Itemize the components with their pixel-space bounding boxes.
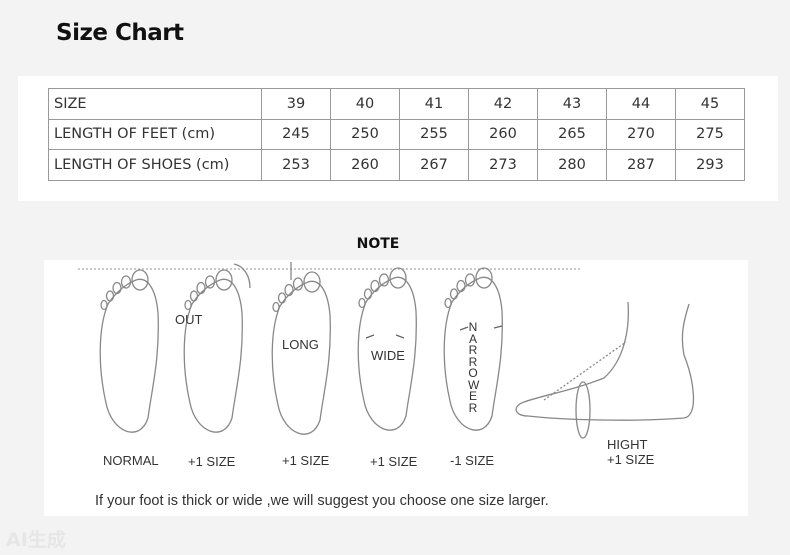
row-header: SIZE — [48, 88, 262, 120]
cell: 40 — [330, 88, 400, 120]
caption-out: +1 SIZE — [188, 454, 236, 469]
cell: 253 — [261, 149, 331, 181]
cell: 270 — [606, 118, 676, 150]
caption-hight-size: +1 SIZE — [607, 452, 655, 467]
page-title: Size Chart — [56, 20, 184, 46]
cell: 260 — [468, 118, 538, 150]
cell: 42 — [468, 88, 538, 120]
size-table: SIZE 39 40 41 42 43 44 45 LENGTH OF FEET (cm) 24… — [48, 88, 745, 181]
cell: 39 — [261, 88, 331, 120]
cell: 275 — [675, 118, 745, 150]
row-header: LENGTH OF FEET (cm) — [48, 118, 262, 150]
cell: 265 — [537, 118, 607, 150]
wide-arrows-icon — [365, 334, 405, 339]
foot-label-out: OUT — [175, 312, 203, 327]
cell: 273 — [468, 149, 538, 181]
narrow-arrows-icon — [459, 325, 503, 331]
cell: 41 — [399, 88, 469, 120]
watermark: AI生成 — [6, 529, 66, 551]
suggestion-text: If your foot is thick or wide ,we will s… — [95, 493, 549, 509]
cell: 44 — [606, 88, 676, 120]
caption-wide: +1 SIZE — [370, 454, 418, 469]
table-row: LENGTH OF FEET (cm) 245 250 255 260 265 270 275 — [48, 118, 745, 150]
foot-label-wide: WIDE — [371, 348, 405, 363]
cell: 287 — [606, 149, 676, 181]
table-row: LENGTH OF SHOES (cm) 253 260 267 273 280 287 29… — [48, 149, 745, 181]
caption-narrower: -1 SIZE — [450, 453, 495, 468]
cell: 43 — [537, 88, 607, 120]
foot-label-long: LONG — [282, 337, 319, 352]
foot-illustrations — [78, 262, 695, 439]
foot-out-icon — [183, 269, 243, 433]
foot-label-narrower: NARROWER — [468, 320, 480, 415]
cell: 267 — [399, 149, 469, 181]
foot-normal-icon — [99, 269, 159, 433]
cell: 260 — [330, 149, 400, 181]
row-header: LENGTH OF SHOES (cm) — [48, 149, 262, 181]
cell: 255 — [399, 118, 469, 150]
cell: 245 — [261, 118, 331, 150]
side-foot-icon — [515, 301, 695, 421]
foot-long-icon — [271, 271, 331, 435]
caption-hight: HIGHT — [607, 437, 648, 452]
caption-long: +1 SIZE — [282, 453, 330, 468]
caption-normal: NORMAL — [103, 453, 159, 468]
out-arrow-icon — [233, 263, 251, 289]
note-heading: NOTE — [356, 236, 400, 252]
note-panel: OUT LONG WIDE NARROWER NORMAL +1 SIZE +1… — [44, 260, 748, 516]
instep-line — [543, 341, 627, 401]
instep-ring-icon — [575, 381, 591, 439]
cell: 293 — [675, 149, 745, 181]
cell: 45 — [675, 88, 745, 120]
table-row: SIZE 39 40 41 42 43 44 45 — [48, 88, 745, 120]
cell: 250 — [330, 118, 400, 150]
cell: 280 — [537, 149, 607, 181]
